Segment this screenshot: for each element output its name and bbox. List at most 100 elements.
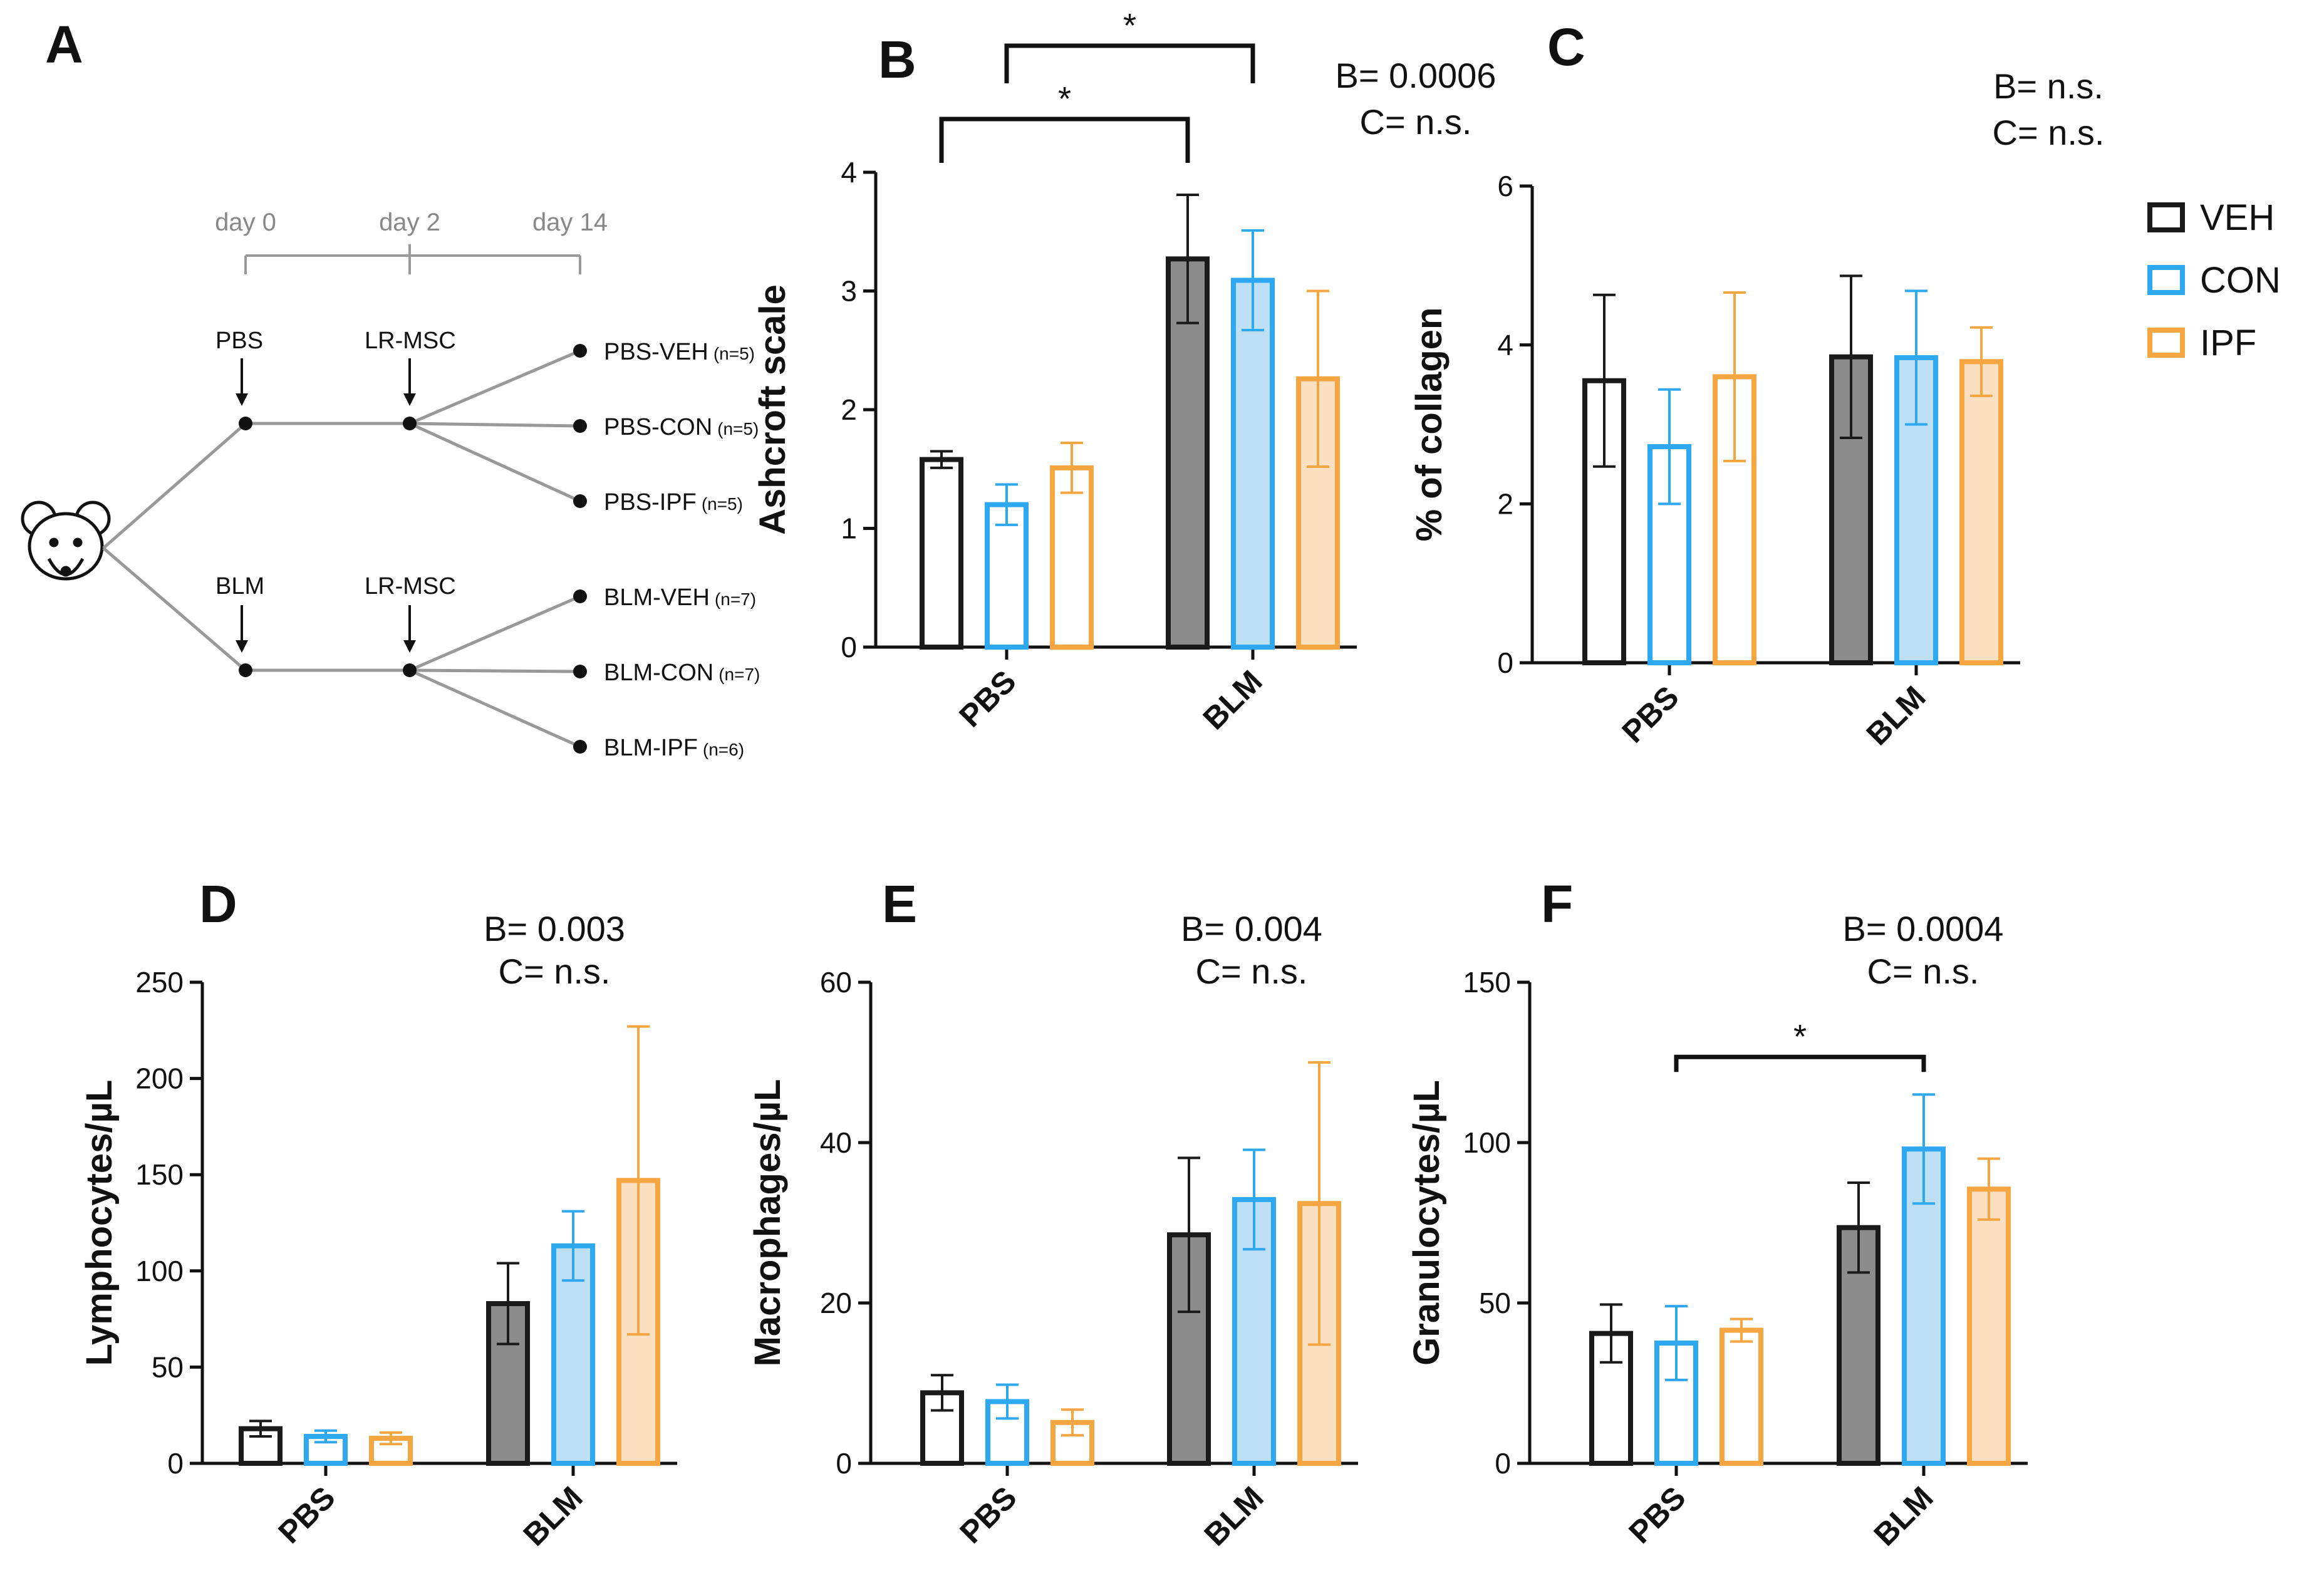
x-category-pbs: PBS: [1622, 1480, 1692, 1550]
group-label-blm-con: BLM-CON (n=7): [604, 660, 760, 686]
error-bar-f-pbs-ipf: [1730, 1317, 1753, 1343]
timeline-bracket: [244, 244, 581, 274]
bar-c-blm-ipf: [1959, 359, 2003, 666]
error-bar-e-pbs-veh: [931, 1374, 953, 1412]
bar-b-pbs-ipf: [1050, 465, 1094, 650]
schematic-arrows: [236, 358, 416, 653]
y-tick-label: 100: [1463, 1126, 1511, 1159]
lrmsc-label-top: LR-MSC: [365, 328, 456, 354]
significance-star: *: [1123, 7, 1136, 44]
error-bar-e-blm-con: [1243, 1148, 1265, 1251]
panel-letter-b: B: [878, 30, 916, 89]
stat-annotation-b-0: B= 0.0006: [1336, 56, 1497, 95]
panel-b-ashcroft: B 0 1 2 3 4 Ashcroft scale PBS BLM * * B= 0.0006 C= …: [752, 7, 1496, 736]
y-tick-label: 0: [836, 1447, 852, 1480]
bar-f-pbs-ipf: [1720, 1327, 1763, 1466]
group-label-pbs-con: PBS-CON (n=5): [604, 414, 759, 440]
error-bar-b-pbs-veh: [930, 450, 953, 469]
error-bar-b-blm-con: [1242, 229, 1264, 332]
error-bar-c-pbs-ipf: [1723, 291, 1746, 462]
y-axis-label-c: % of collagen: [1409, 308, 1450, 542]
y-tick-label: 2: [841, 393, 857, 426]
group-label-pbs-ipf: PBS-IPF (n=5): [604, 489, 743, 516]
error-bar-e-pbs-con: [996, 1383, 1019, 1420]
error-bar-c-blm-veh: [1840, 274, 1862, 440]
error-bar-f-pbs-veh: [1600, 1303, 1622, 1364]
y-tick-label: 4: [1497, 329, 1513, 361]
group-label-blm-veh: BLM-VEH (n=7): [604, 584, 756, 611]
bar-f-blm-ipf: [1967, 1186, 2011, 1466]
lrmsc-label-bottom: LR-MSC: [365, 573, 456, 599]
error-bar-b-blm-ipf: [1307, 289, 1329, 468]
group-label-blm-ipf: BLM-IPF (n=6): [604, 735, 744, 761]
error-bar-e-blm-veh: [1178, 1156, 1200, 1314]
panel-letter-a: A: [45, 15, 83, 74]
pbs-treatment-label: PBS: [215, 328, 263, 354]
error-bar-c-pbs-con: [1658, 388, 1681, 506]
y-tick-label: 150: [135, 1158, 184, 1191]
error-bar-c-pbs-veh: [1593, 293, 1616, 468]
significance-bracket-b-0: [939, 117, 1190, 163]
legend-label-con: CON: [2200, 260, 2281, 301]
mouse-icon: [21, 501, 111, 581]
y-tick-label: 6: [1497, 170, 1513, 202]
y-axis-label-b: Ashcroft scale: [752, 284, 793, 535]
panel-c-collagen: C 0 2 4 6 % of collagen PBS BLM B= n.s. C= n.s.: [1409, 18, 2104, 752]
error-bar-b-pbs-ipf: [1061, 442, 1083, 494]
error-bar-d-pbs-veh: [249, 1419, 272, 1438]
error-bar-d-blm-con: [562, 1210, 584, 1282]
stat-annotation-d-0: B= 0.003: [484, 909, 625, 948]
day-2-label: day 2: [379, 209, 440, 236]
schematic-panel: A day 0 day 2 day 14: [21, 15, 760, 761]
stat-annotation-f-0: B= 0.0004: [1843, 909, 2004, 948]
legend-label-veh: VEH: [2200, 197, 2275, 238]
panel-f-granulocytes: F 0 50 100 150 Granulocytes/µL PBS BLM * B= 0.000…: [1406, 874, 2028, 1552]
y-axis-label-f: Granulocytes/µL: [1406, 1080, 1447, 1366]
y-tick-label: 0: [1495, 1447, 1511, 1480]
stat-annotation-f-1: C= n.s.: [1867, 952, 1979, 991]
error-bar-d-pbs-con: [314, 1429, 337, 1444]
stat-annotation-e-0: B= 0.004: [1181, 909, 1322, 948]
y-tick-label: 0: [841, 631, 857, 663]
panel-e-macrophages: E 0 20 40 60 Macrophages/µL PBS BLM B= 0.004 C= n…: [747, 874, 1358, 1552]
error-bar-b-pbs-con: [995, 483, 1018, 526]
error-bar-b-blm-veh: [1176, 194, 1199, 324]
stat-annotation-d-1: C= n.s.: [499, 952, 611, 991]
legend-label-ipf: IPF: [2200, 323, 2256, 363]
group-label-pbs-veh: PBS-VEH (n=5): [604, 339, 755, 365]
error-bar-e-blm-ipf: [1308, 1061, 1331, 1346]
error-bar-f-blm-ipf: [1978, 1157, 2000, 1221]
x-category-blm: BLM: [1860, 679, 1932, 752]
x-category-blm: BLM: [1198, 1480, 1270, 1552]
legend-swatch-con: [2147, 265, 2185, 295]
significance-bracket-f-0: [1674, 1054, 1926, 1072]
y-tick-label: 150: [1463, 966, 1511, 999]
y-tick-label: 1: [841, 512, 857, 545]
bar-d-pbs-veh: [239, 1426, 283, 1466]
day-14-label: day 14: [532, 209, 608, 236]
x-category-blm: BLM: [1867, 1480, 1940, 1552]
y-tick-label: 20: [820, 1287, 852, 1319]
blm-treatment-label: BLM: [215, 573, 264, 599]
panel-letter-c: C: [1547, 18, 1585, 76]
error-bar-f-blm-con: [1912, 1093, 1935, 1205]
bar-b-blm-con: [1231, 278, 1275, 650]
y-axis-label-e: Macrophages/µL: [747, 1079, 788, 1367]
panel-letter-d: D: [199, 874, 237, 933]
y-tick-label: 50: [152, 1351, 184, 1383]
legend: VEH CON IPF: [2147, 197, 2281, 363]
y-tick-label: 50: [1479, 1287, 1511, 1319]
group-labels: PBS-VEH (n=5) PBS-CON (n=5) PBS-IPF (n=5) BLM-…: [604, 339, 760, 761]
y-tick-label: 2: [1497, 487, 1513, 520]
panel-letter-f: F: [1541, 874, 1573, 933]
error-bar-d-pbs-ipf: [380, 1431, 402, 1446]
significance-star: *: [1058, 80, 1071, 118]
bar-b-pbs-veh: [920, 457, 963, 650]
x-category-pbs: PBS: [953, 1480, 1023, 1550]
day-0-label: day 0: [215, 209, 276, 236]
x-category-pbs: PBS: [952, 663, 1022, 734]
x-category-pbs: PBS: [1615, 679, 1685, 749]
x-category-blm: BLM: [517, 1480, 589, 1552]
schematic-branches: [102, 349, 581, 749]
y-tick-label: 0: [167, 1447, 184, 1480]
